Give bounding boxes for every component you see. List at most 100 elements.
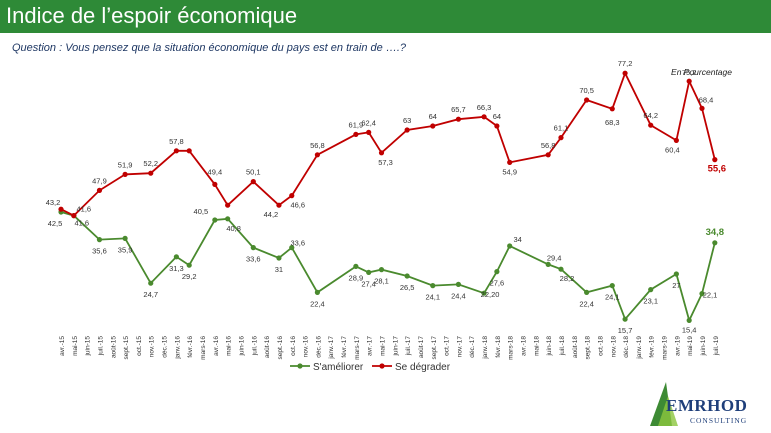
data-label-degrader: 56,8	[541, 141, 556, 150]
x-tick-label: janv.-17	[328, 336, 335, 360]
data-label-ameliorer: 27,6	[490, 279, 505, 288]
data-point-ameliorer	[622, 316, 628, 322]
data-label-degrader: 41,6	[77, 205, 92, 214]
x-tick-label: déc.-15	[162, 336, 169, 358]
x-tick-label: avr.-17	[367, 336, 374, 356]
data-label-ameliorer: 31,3	[169, 264, 184, 273]
data-label-ameliorer: 22,1	[703, 291, 718, 300]
x-tick-label: mai-15	[72, 336, 79, 356]
data-label-degrader: 56,8	[310, 141, 325, 150]
x-tick-label: nov.-18	[610, 336, 617, 358]
data-point-degrader	[494, 123, 500, 129]
data-point-degrader	[366, 129, 372, 135]
title-bar: Indice de l’espoir économique	[0, 0, 771, 33]
data-point-ameliorer	[712, 240, 718, 246]
x-tick-label: août-18	[572, 336, 579, 358]
data-label-degrader: 68,3	[605, 118, 620, 127]
data-point-degrader	[404, 127, 410, 133]
data-label-degrader: 50,1	[246, 168, 261, 177]
data-point-ameliorer	[186, 262, 192, 268]
data-point-degrader	[186, 148, 192, 154]
x-tick-label: nov.-16	[303, 336, 310, 358]
x-tick-label: juil.-19	[713, 336, 720, 357]
x-tick-label: oct.-16	[290, 336, 297, 356]
data-label-degrader: 49,4	[208, 167, 223, 176]
page-title: Indice de l’espoir économique	[6, 3, 298, 28]
data-label-degrader: 70,5	[579, 86, 594, 95]
data-label-degrader: 66,3	[477, 103, 492, 112]
data-label-ameliorer: 15,7	[618, 326, 633, 335]
x-tick-label: déc.-17	[469, 336, 476, 358]
data-point-degrader	[686, 78, 692, 84]
x-tick-label: mai-18	[533, 336, 540, 356]
data-point-degrader	[276, 202, 282, 208]
data-label-ameliorer: 34,8	[706, 227, 725, 238]
x-tick-label: juin-16	[238, 336, 245, 357]
data-point-degrader	[96, 187, 103, 193]
data-label-ameliorer: 23,1	[643, 297, 658, 306]
data-point-degrader	[173, 148, 179, 154]
data-label-degrader: 60,4	[665, 145, 680, 154]
x-tick-label: févr.-17	[341, 336, 348, 358]
x-tick-label: mai-19	[687, 336, 694, 356]
x-tick-label: janv.-16	[174, 336, 181, 360]
data-point-ameliorer	[173, 254, 179, 260]
x-tick-label: déc.-16	[315, 336, 322, 358]
data-point-ameliorer	[430, 283, 436, 289]
data-label-ameliorer: 41,6	[75, 219, 90, 228]
data-label-ameliorer: 28,2	[560, 274, 575, 283]
x-tick-label: mars-17	[354, 336, 361, 360]
data-label-degrader: 55,6	[708, 164, 727, 175]
legend-marker	[379, 363, 385, 369]
x-tick-label: sept.-15	[123, 336, 130, 360]
data-point-ameliorer	[609, 283, 615, 289]
data-label-ameliorer: 24,4	[451, 291, 466, 300]
data-point-ameliorer	[455, 281, 462, 287]
data-point-degrader	[378, 150, 385, 156]
data-label-degrader: 62,4	[361, 118, 376, 127]
x-tick-label: févr.-19	[649, 336, 656, 358]
data-point-degrader	[622, 70, 628, 76]
data-point-ameliorer	[225, 216, 231, 222]
data-point-degrader	[71, 213, 77, 219]
data-point-degrader	[148, 170, 154, 176]
data-label-degrader: 51,9	[118, 160, 133, 169]
x-tick-label: mars-19	[662, 336, 669, 360]
data-point-degrader	[225, 202, 231, 208]
data-label-ameliorer: 28,9	[349, 273, 364, 282]
x-tick-label: janv.-18	[482, 336, 489, 360]
data-label-ameliorer: 29,4	[547, 253, 562, 262]
emrhod-logo: EMRHOD CONSULTING	[646, 378, 762, 430]
data-point-ameliorer	[250, 245, 256, 251]
logo-subtitle: CONSULTING	[690, 416, 748, 425]
data-label-degrader: 61,1	[554, 124, 569, 133]
data-label-degrader: 44,2	[264, 210, 279, 219]
x-tick-label: sept.-16	[277, 336, 284, 360]
data-point-degrader	[712, 157, 718, 163]
data-point-degrader	[289, 193, 295, 199]
data-label-ameliorer: 34	[514, 235, 522, 244]
legend-marker	[297, 363, 303, 369]
data-label-ameliorer: 22,4	[579, 299, 594, 308]
x-tick-label: nov.-17	[456, 336, 463, 358]
unit-note: En Pourcentage	[671, 67, 732, 77]
data-point-ameliorer	[212, 217, 218, 223]
data-label-ameliorer: 35,6	[92, 247, 107, 256]
data-point-degrader	[609, 106, 615, 112]
data-label-ameliorer: 31	[275, 265, 283, 274]
data-label-degrader: 68,4	[699, 95, 714, 104]
data-label-ameliorer: 33,6	[246, 255, 261, 264]
data-point-ameliorer	[558, 266, 564, 272]
x-tick-label: mars-16	[200, 336, 207, 360]
x-tick-label: août-17	[418, 336, 425, 358]
x-tick-label: févr.-16	[187, 336, 194, 358]
x-tick-label: mai-16	[226, 336, 233, 356]
x-tick-label: juin-18	[546, 336, 553, 357]
legend-label-degrader: Se dégrader	[395, 362, 451, 373]
data-point-ameliorer	[584, 289, 590, 295]
data-label-ameliorer: 22,4	[310, 299, 325, 308]
logo-name: EMRHOD	[666, 396, 748, 415]
data-label-ameliorer: 40,8	[226, 224, 241, 233]
x-tick-label: oct.-17	[444, 336, 451, 356]
